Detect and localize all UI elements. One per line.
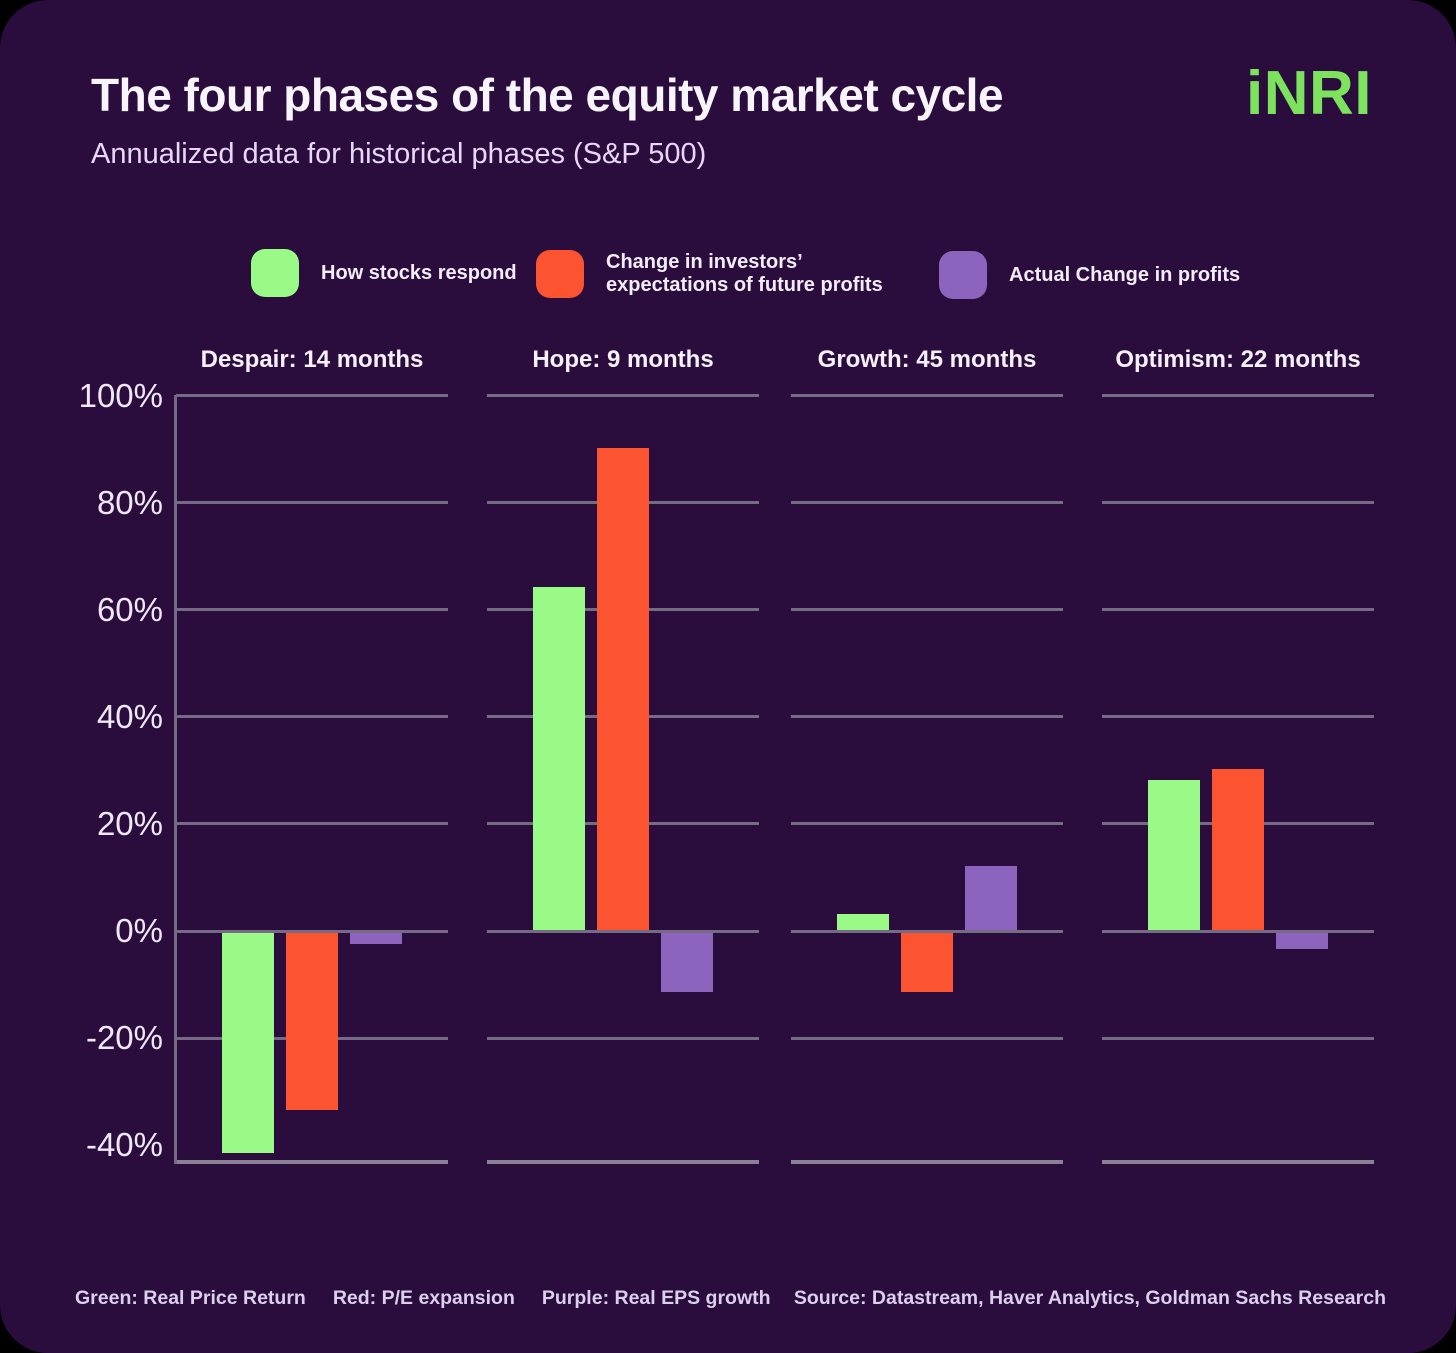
y-tick-label: 100% [78,376,163,414]
color-key: Green: Real Price Return Red: P/E expans… [75,1283,771,1313]
legend-swatch-purple [939,251,987,299]
legend-label-line: expectations of future profits [606,274,883,296]
gridline [176,929,448,933]
bar-series-0-phase-1 [533,586,585,930]
legend-item-profits: Actual Change in profits [939,251,1240,299]
legend-swatch-green [251,249,299,297]
panel-title: Optimism: 22 months [1115,346,1361,373]
y-tick-label: -20% [85,1019,163,1057]
gridline [791,501,1063,505]
gridline [1102,394,1374,397]
page-title: The four phases of the equity market cyc… [91,69,1004,121]
gridline [176,394,448,397]
gridline [1102,715,1374,719]
gridline [791,715,1063,719]
y-tick-label: 20% [96,804,163,842]
gridline [1102,1036,1374,1040]
gridline [1102,608,1374,612]
bar-series-0-phase-3 [1148,779,1200,930]
legend-swatch-red [536,250,584,298]
gridline [176,715,448,719]
bar-series-1-phase-0 [286,932,338,1110]
bar-series-2-phase-0 [350,932,402,944]
gridline [487,929,759,933]
y-tick-label: 0% [115,912,163,949]
bar-series-2-phase-3 [1276,932,1328,949]
legend-label-line: How stocks respond [321,261,517,284]
legend-item-expectations: Change in investors’ expectations of fut… [536,250,883,298]
legend-label-profits: Actual Change in profits [1009,264,1240,287]
axis-bottom-line [487,1160,759,1164]
gridline [791,394,1063,397]
gridline [487,1036,759,1040]
bar-series-1-phase-2 [901,932,953,992]
gridline [176,608,448,612]
bar-series-0-phase-0 [222,932,274,1153]
panel-title: Hope: 9 months [532,346,714,373]
gridline [176,501,448,505]
bar-series-2-phase-1 [661,932,713,992]
gridline [176,822,448,826]
legend-label-line: Actual Change in profits [1009,263,1241,286]
source-note: Source: Datastream, Haver Analytics, Gol… [793,1287,1386,1309]
y-tick-label: 40% [96,697,163,735]
legend-item-stocks: How stocks respond [251,249,517,297]
axis-bottom-line [1102,1160,1374,1164]
bar-series-1-phase-1 [597,447,649,930]
legend-label-expectations: Change in investors’ expectations of fut… [606,251,883,297]
gridline [1102,929,1374,933]
color-key-purple: Purple: Real EPS growth [541,1287,771,1309]
color-key-green: Green: Real Price Return [75,1287,306,1309]
gridline [791,822,1063,826]
axis-left-line [174,394,177,1164]
y-tick-label: -40% [85,1126,163,1164]
legend-label-line: Change in investors’ [606,251,803,273]
axis-bottom-line [176,1160,448,1164]
y-tick-label: 60% [96,590,163,628]
color-key-red: Red: P/E expansion [332,1287,515,1309]
page-subtitle: Annualized data for historical phases (S… [91,138,707,170]
axis-bottom-line [791,1160,1063,1164]
gridline [487,394,759,397]
gridline [1102,501,1374,505]
gridline [791,929,1063,933]
panel-title: Despair: 14 months [200,346,424,373]
gridline [791,1036,1063,1040]
y-tick-label: 80% [96,483,163,521]
legend-label-stocks: How stocks respond [321,262,517,285]
bar-series-1-phase-3 [1212,768,1264,930]
inri-logo: iNRI [1246,59,1372,128]
bar-series-0-phase-2 [837,913,889,930]
bar-series-2-phase-2 [965,865,1017,930]
panel-title: Growth: 45 months [817,346,1037,373]
gridline [791,608,1063,612]
